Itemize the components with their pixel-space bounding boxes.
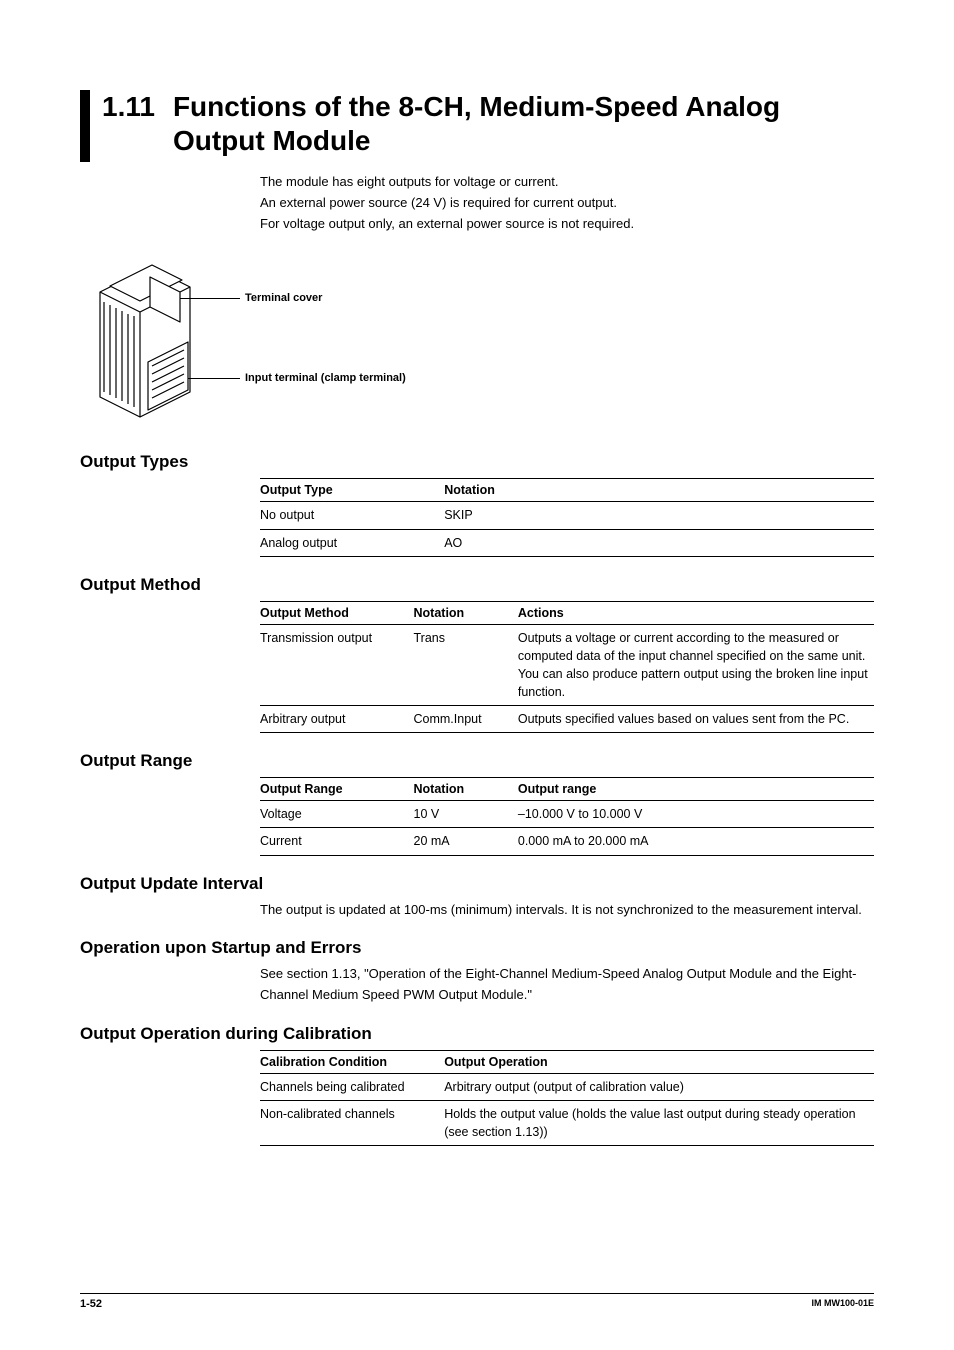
heading-update-interval: Output Update Interval — [80, 874, 874, 894]
figure-label-terminal: Input terminal (clamp terminal) — [245, 372, 406, 384]
table-cell: 10 V — [414, 801, 518, 828]
title-marker — [80, 90, 90, 162]
output-types-block: Output Type Notation No output SKIP Anal… — [260, 478, 874, 556]
table-header: Output Range — [260, 778, 414, 801]
table-cell: Channels being calibrated — [260, 1073, 444, 1100]
table-cell: Current — [260, 828, 414, 855]
page: 1.11 Functions of the 8-CH, Medium-Speed… — [0, 0, 954, 1146]
doc-id: IM MW100-01E — [811, 1298, 874, 1310]
body-text: The output is updated at 100-ms (minimum… — [260, 900, 874, 921]
intro-line: An external power source (24 V) is requi… — [260, 193, 874, 214]
table-cell: Analog output — [260, 529, 444, 556]
intro-line: For voltage output only, an external pow… — [260, 214, 874, 235]
table-cell: Comm.Input — [414, 706, 518, 733]
heading-output-range: Output Range — [80, 751, 874, 771]
table-row: Non-calibrated channels Holds the output… — [260, 1101, 874, 1146]
section-title: Functions of the 8-CH, Medium-Speed Anal… — [173, 90, 874, 157]
intro-block: The module has eight outputs for voltage… — [260, 172, 874, 234]
heading-startup-errors: Operation upon Startup and Errors — [80, 938, 874, 958]
table-cell: Holds the output value (holds the value … — [444, 1101, 874, 1146]
table-header: Notation — [444, 479, 874, 502]
table-header-row: Output Method Notation Actions — [260, 601, 874, 624]
intro-line: The module has eight outputs for voltage… — [260, 172, 874, 193]
table-header: Output Method — [260, 601, 414, 624]
leader-line — [188, 378, 240, 379]
update-interval-block: The output is updated at 100-ms (minimum… — [260, 900, 874, 921]
output-range-table: Output Range Notation Output range Volta… — [260, 777, 874, 855]
table-header: Output range — [518, 778, 874, 801]
table-cell: 0.000 mA to 20.000 mA — [518, 828, 874, 855]
table-cell: SKIP — [444, 502, 874, 529]
table-row: Voltage 10 V –10.000 V to 10.000 V — [260, 801, 874, 828]
table-row: Transmission output Trans Outputs a volt… — [260, 624, 874, 706]
page-number: 1-52 — [80, 1298, 102, 1310]
table-row: Arbitrary output Comm.Input Outputs spec… — [260, 706, 874, 733]
table-header: Output Type — [260, 479, 444, 502]
calibration-table: Calibration Condition Output Operation C… — [260, 1050, 874, 1146]
table-cell: Trans — [414, 624, 518, 706]
leader-line — [180, 298, 240, 299]
table-header-row: Output Range Notation Output range — [260, 778, 874, 801]
table-cell: Arbitrary output — [260, 706, 414, 733]
table-cell: Voltage — [260, 801, 414, 828]
table-header: Notation — [414, 778, 518, 801]
table-header: Actions — [518, 601, 874, 624]
table-cell: 20 mA — [414, 828, 518, 855]
section-title-row: 1.11 Functions of the 8-CH, Medium-Speed… — [80, 90, 874, 162]
output-types-table: Output Type Notation No output SKIP Anal… — [260, 478, 874, 556]
table-header: Notation — [414, 601, 518, 624]
table-cell: Outputs a voltage or current according t… — [518, 624, 874, 706]
output-range-block: Output Range Notation Output range Volta… — [260, 777, 874, 855]
module-svg — [80, 252, 240, 422]
startup-errors-block: See section 1.13, "Operation of the Eigh… — [260, 964, 874, 1006]
table-cell: No output — [260, 502, 444, 529]
table-row: Current 20 mA 0.000 mA to 20.000 mA — [260, 828, 874, 855]
output-method-block: Output Method Notation Actions Transmiss… — [260, 601, 874, 734]
table-cell: Transmission output — [260, 624, 414, 706]
table-header: Output Operation — [444, 1050, 874, 1073]
calibration-block: Calibration Condition Output Operation C… — [260, 1050, 874, 1146]
body-text: See section 1.13, "Operation of the Eigh… — [260, 964, 874, 1006]
output-method-table: Output Method Notation Actions Transmiss… — [260, 601, 874, 734]
table-row: Channels being calibrated Arbitrary outp… — [260, 1073, 874, 1100]
table-cell: –10.000 V to 10.000 V — [518, 801, 874, 828]
table-header-row: Output Type Notation — [260, 479, 874, 502]
heading-output-types: Output Types — [80, 452, 874, 472]
figure-label-cover: Terminal cover — [245, 292, 322, 304]
table-row: No output SKIP — [260, 502, 874, 529]
module-figure: Terminal cover Input terminal (clamp ter… — [80, 252, 874, 422]
page-footer: 1-52 IM MW100-01E — [80, 1293, 874, 1310]
table-cell: Outputs specified values based on values… — [518, 706, 874, 733]
table-row: Analog output AO — [260, 529, 874, 556]
table-cell: Arbitrary output (output of calibration … — [444, 1073, 874, 1100]
table-cell: Non-calibrated channels — [260, 1101, 444, 1146]
table-header: Calibration Condition — [260, 1050, 444, 1073]
heading-calibration: Output Operation during Calibration — [80, 1024, 874, 1044]
section-number: 1.11 — [102, 90, 155, 124]
table-cell: AO — [444, 529, 874, 556]
heading-output-method: Output Method — [80, 575, 874, 595]
table-header-row: Calibration Condition Output Operation — [260, 1050, 874, 1073]
